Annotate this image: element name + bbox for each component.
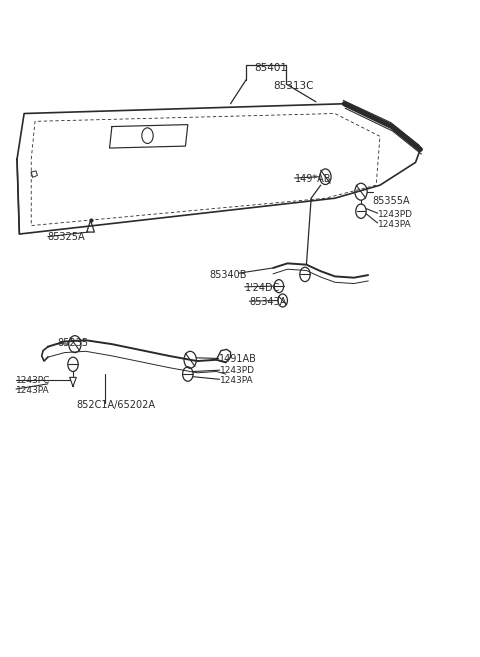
Text: 85340B: 85340B	[209, 270, 247, 280]
Text: 1243PD: 1243PD	[219, 367, 254, 375]
Text: 1491AB: 1491AB	[219, 354, 256, 364]
Text: 149*AB: 149*AB	[295, 173, 331, 184]
Text: 85313C: 85313C	[273, 81, 314, 91]
Text: 1'24DC: 1'24DC	[245, 283, 280, 293]
Text: 85343A: 85343A	[250, 298, 287, 307]
Text: 85355A: 85355A	[373, 196, 410, 206]
Text: 1243PD: 1243PD	[378, 210, 413, 219]
Text: 1243PA: 1243PA	[219, 376, 253, 385]
Text: 1243PC: 1243PC	[16, 376, 50, 385]
Text: 1243PA: 1243PA	[16, 386, 50, 395]
Text: 852C1A/65202A: 852C1A/65202A	[76, 400, 156, 411]
Text: 85235: 85235	[57, 338, 88, 348]
Text: 1243PA: 1243PA	[378, 220, 411, 229]
Text: 85325A: 85325A	[48, 233, 85, 242]
Text: 85401: 85401	[254, 63, 287, 73]
